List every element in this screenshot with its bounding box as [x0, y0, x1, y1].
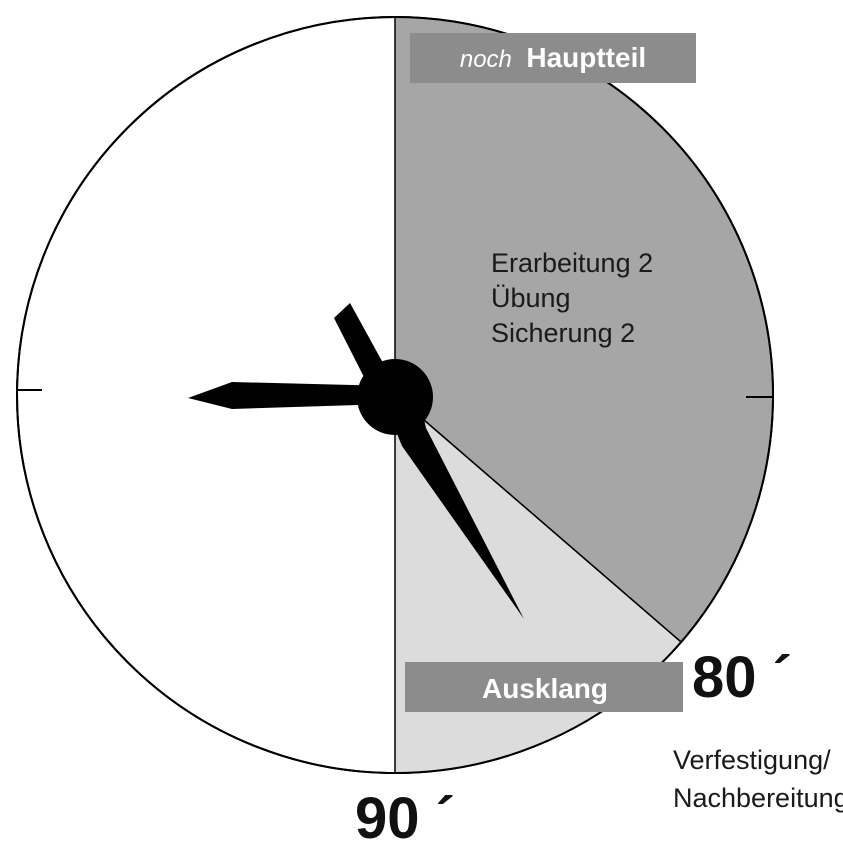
hauptteil-line-3: Sicherung 2 [491, 318, 635, 348]
minute-mark-80: 80 ´ [692, 645, 792, 710]
hauptteil-label: noch Hauptteil [460, 42, 646, 73]
ausklang-line-2: Nachbereitung [673, 783, 843, 813]
ausklang-line-1: Verfestigung/ [673, 745, 831, 775]
minute-mark-90: 90 ´ [355, 786, 455, 842]
ausklang-label-box [405, 662, 683, 712]
minute-hand [384, 380, 524, 619]
hauptteil-label-box [410, 33, 696, 83]
hauptteil-line-1: Erarbeitung 2 [491, 248, 653, 278]
hand-tail [334, 303, 388, 383]
clock-outline [16, 16, 774, 774]
hauptteil-line-2: Übung [491, 283, 571, 313]
ausklang-label: Ausklang [482, 673, 608, 704]
hauptteil-prefix: noch [460, 46, 512, 73]
clock-center-hub [357, 359, 433, 435]
hour-hand [188, 382, 390, 409]
hauptteil-title: Hauptteil [526, 42, 646, 73]
